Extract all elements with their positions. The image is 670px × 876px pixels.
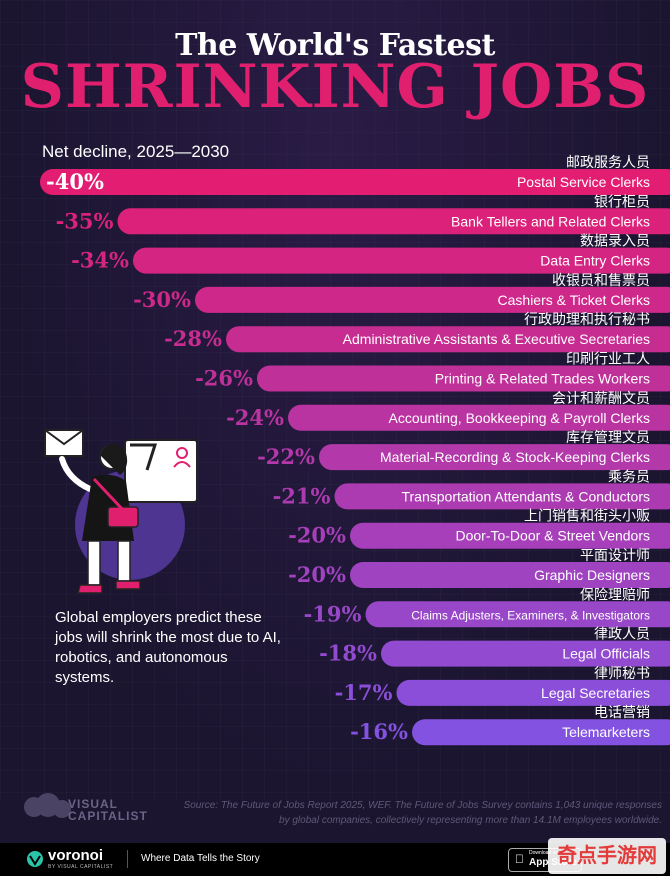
category-label-9: Transportation Attendants & Conductors	[401, 488, 650, 504]
id-card	[124, 439, 198, 503]
card-arrow	[130, 443, 158, 471]
bar-5	[226, 326, 670, 353]
bar-15	[412, 719, 670, 746]
value-label-3: -34%	[71, 248, 129, 273]
category-label-13: Legal Officials	[562, 646, 650, 662]
chart-title-top: The World's Fastest	[175, 28, 495, 63]
bar-12	[365, 601, 670, 628]
value-label-4: -30%	[133, 287, 191, 312]
category-label-14: Legal Secretaries	[541, 685, 650, 701]
bar-14	[396, 679, 670, 706]
chart-title-main: SHRINKING JOBS	[20, 52, 650, 122]
category-label-zh-9: 乘务员	[608, 469, 650, 485]
category-label-zh-5: 行政助理和执行秘书	[524, 312, 650, 328]
category-label-zh-11: 平面设计师	[580, 548, 650, 564]
category-label-6: Printing & Related Trades Workers	[435, 371, 650, 387]
category-label-zh-6: 印刷行业工人	[566, 352, 650, 368]
category-label-8: Material-Recording & Stock-Keeping Clerk…	[380, 449, 650, 465]
bar-8	[319, 444, 670, 471]
bar-10	[350, 522, 670, 549]
voronoi-logo-icon	[27, 851, 43, 867]
value-label-11: -20%	[288, 562, 346, 587]
person-icon	[176, 447, 188, 459]
category-label-zh-2: 银行柜员	[594, 194, 650, 210]
chart-note: Global employers predict these jobs will…	[55, 609, 281, 686]
tagline: Where Data Tells the Story	[141, 853, 260, 864]
value-label-8: -22%	[257, 444, 315, 469]
category-label-zh-14: 律师秘书	[594, 666, 650, 682]
category-label-12: Claims Adjusters, Examiners, & Investiga…	[411, 608, 650, 622]
value-label-5: -28%	[164, 326, 222, 351]
category-label-zh-12: 保险理赔师	[580, 587, 650, 603]
value-label-6: -26%	[195, 366, 253, 391]
figure-shoe-left	[77, 584, 103, 594]
person-icon-body	[173, 461, 191, 468]
value-label-15: -16%	[350, 719, 408, 744]
background-grid	[0, 0, 670, 800]
envelope-flap	[44, 429, 84, 446]
vc-line1: VISUAL	[68, 797, 119, 811]
bar-13	[381, 640, 670, 667]
voronoi-wordmark[interactable]: voronoi	[48, 847, 103, 864]
footer-divider	[127, 850, 128, 868]
category-label-2: Bank Tellers and Related Clerks	[451, 213, 650, 229]
bag-strap	[92, 477, 126, 513]
figure-hair	[100, 443, 128, 475]
category-label-11: Graphic Designers	[534, 567, 650, 583]
bar-7	[288, 404, 670, 431]
value-label-14: -17%	[335, 680, 393, 705]
chart-subtitle: Net decline, 2025—2030	[42, 142, 230, 161]
category-label-zh-10: 上门销售和街头小贩	[524, 509, 650, 525]
voronoi-subtitle: BY VISUAL CAPITALIST	[48, 864, 114, 870]
worker-illustration	[44, 429, 198, 594]
vc-line2: CAPITALIST	[68, 809, 148, 823]
value-label-2: -35%	[56, 208, 114, 233]
category-label-zh-13: 律政人员	[594, 627, 650, 643]
value-label-9: -21%	[273, 483, 331, 508]
category-label-1: Postal Service Clerks	[517, 174, 650, 190]
category-label-3: Data Entry Clerks	[540, 253, 650, 269]
category-label-5: Administrative Assistants & Executive Se…	[343, 331, 650, 347]
category-label-15: Telemarketers	[562, 724, 650, 740]
category-label-7: Accounting, Bookkeeping & Payroll Clerks	[389, 410, 650, 426]
value-label-13: -18%	[319, 641, 377, 666]
app-store-small-label: Download on the	[529, 850, 567, 856]
figure-bag	[107, 506, 139, 528]
watermark: 奇点手游网	[548, 838, 666, 874]
bar-4	[195, 286, 670, 313]
category-label-zh-15: 电话营销	[594, 705, 650, 721]
bar-11	[350, 562, 670, 588]
bar-1	[40, 169, 670, 195]
category-label-10: Door-To-Door & Street Vendors	[455, 528, 650, 544]
category-label-zh-7: 会计和薪酬文员	[552, 391, 650, 407]
visual-capitalist-wordmark: VISUAL CAPITALIST	[68, 798, 148, 822]
apple-icon: 	[515, 852, 524, 866]
category-label-4: Cashiers & Ticket Clerks	[498, 292, 650, 308]
figure-arm	[59, 456, 93, 492]
value-label-10: -20%	[288, 523, 346, 548]
value-label-1: -40%	[46, 169, 104, 194]
value-label-7: -24%	[226, 405, 284, 430]
bar-2	[117, 208, 670, 235]
bar-6	[257, 365, 670, 392]
bar-9	[334, 483, 670, 510]
category-label-zh-4: 收银员和售票员	[552, 273, 650, 289]
category-label-zh-3: 数据录入员	[580, 234, 650, 250]
bar-3	[133, 247, 670, 274]
category-label-zh-8: 库存管理文员	[566, 430, 650, 446]
figure-shoe-right	[115, 580, 141, 590]
category-label-zh-1: 邮政服务人员	[566, 155, 650, 171]
value-label-12: -19%	[304, 601, 362, 626]
source-note: Source: The Future of Jobs Report 2025, …	[183, 800, 662, 826]
visual-capitalist-logo-icon	[24, 793, 71, 818]
